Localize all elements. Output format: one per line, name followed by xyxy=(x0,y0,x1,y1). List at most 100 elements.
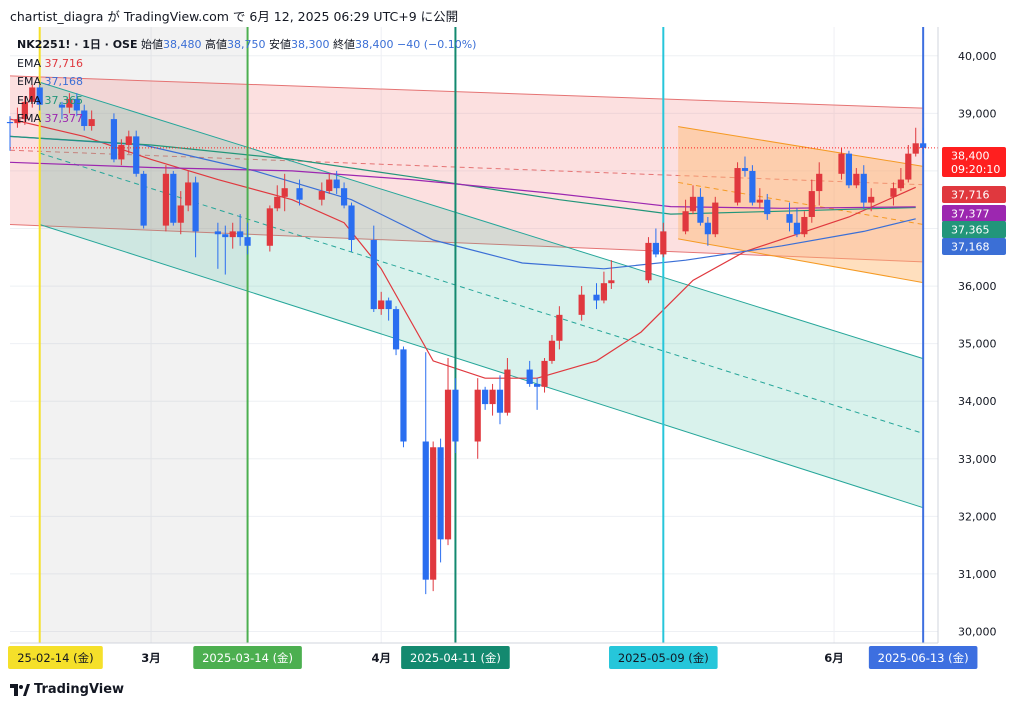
month-label: 3月 xyxy=(141,651,161,665)
price-tag-value: 37,365 xyxy=(951,224,990,237)
candle-body xyxy=(838,153,845,174)
price-tag xyxy=(942,238,1006,255)
candle-body xyxy=(534,383,541,387)
candle-body xyxy=(237,231,244,238)
y-tick-label: 39,000 xyxy=(958,107,997,120)
candle-body xyxy=(6,121,14,124)
ema-label: EMA xyxy=(17,75,41,88)
candle-body xyxy=(266,208,273,246)
open-label: 始値 xyxy=(140,38,163,51)
channel-fill-orange xyxy=(678,126,924,283)
time-axis-marker xyxy=(401,646,510,669)
high-label: 高値 xyxy=(204,38,227,51)
candle-body xyxy=(29,87,36,102)
ema-line xyxy=(9,135,916,270)
candle-body xyxy=(177,205,184,223)
price-axis: 30,000 31,000 32,000 33,000 34,000 35,000 36,0… xyxy=(937,27,997,643)
channel-mid-orange xyxy=(678,181,924,225)
candle-body xyxy=(88,119,95,127)
time-axis-marker-label: 2025-06-13 (金) xyxy=(878,651,969,665)
month-label: 6月 xyxy=(824,651,844,665)
candle-body xyxy=(370,240,377,310)
time-axis-marker-label: 2025-03-14 (金) xyxy=(202,651,293,665)
candle-body xyxy=(689,196,697,212)
ema-label: EMA xyxy=(17,56,41,70)
legend-ema-row[interactable]: EMA 37,716 xyxy=(17,55,476,74)
candle-body xyxy=(645,242,652,281)
tradingview-logo[interactable]: TradingView xyxy=(10,682,124,697)
candle-body xyxy=(422,441,429,580)
time-axis-marker xyxy=(193,646,302,669)
price-tag xyxy=(942,186,1006,203)
change-value: −40 (−0.10%) xyxy=(396,38,477,51)
price-tag-value: 37,168 xyxy=(951,241,990,254)
candle-body xyxy=(578,294,585,315)
candle-body xyxy=(229,231,236,238)
legend-ema-row[interactable]: EMA 37,365 xyxy=(17,92,476,111)
candle-body xyxy=(118,145,125,160)
grey-zone xyxy=(39,27,248,643)
tradingview-logo-icon xyxy=(10,683,30,696)
candle-body xyxy=(541,360,548,387)
open-value: 38,480 xyxy=(162,38,202,51)
candle-body xyxy=(348,205,355,241)
candle-body xyxy=(36,87,43,105)
publish-header: chartist_diagra が TradingView.com で 6月 1… xyxy=(10,9,459,24)
candle-body xyxy=(845,153,853,186)
price-tag xyxy=(942,221,1006,238)
candle-body xyxy=(192,182,199,232)
candle-body xyxy=(764,199,771,215)
close-label: 終値 xyxy=(332,38,355,51)
candle-body xyxy=(378,300,385,310)
candle-body xyxy=(704,222,711,235)
candle-body xyxy=(741,168,749,171)
candle-body xyxy=(712,202,719,235)
price-tag-value: 38,400 xyxy=(951,150,990,163)
candle-body xyxy=(697,196,704,223)
candle-body xyxy=(21,101,28,120)
candle-body xyxy=(749,170,756,203)
channel-upper-teal xyxy=(39,81,924,360)
candle-body xyxy=(222,234,229,238)
candle-body xyxy=(496,389,504,413)
candle-body xyxy=(162,173,170,226)
legend-ema-row[interactable]: EMA 37,377 xyxy=(17,110,476,129)
time-axis-marker-label: 25-02-14 (金) xyxy=(17,651,93,665)
ema-value: 37,168 xyxy=(44,75,83,88)
channel-fill-teal xyxy=(39,82,924,508)
candle-body xyxy=(801,216,808,235)
high-value: 38,750 xyxy=(226,38,266,51)
candle-body xyxy=(660,231,667,255)
time-axis: 25-02-14 (金) 3月 2025-03-14 (金) 4月 2025-04-11… xyxy=(8,642,978,669)
channel-lower-teal xyxy=(39,223,924,509)
candles xyxy=(6,84,927,595)
candle-body xyxy=(170,173,177,223)
candle-body xyxy=(274,196,281,209)
time-axis-marker xyxy=(868,646,978,669)
ema-line xyxy=(9,118,916,379)
y-tick-label: 34,000 xyxy=(958,395,997,408)
candle-body xyxy=(66,98,73,108)
candle-body xyxy=(14,119,21,124)
legend-ema-row[interactable]: EMA 37,168 xyxy=(17,73,476,92)
candle-body xyxy=(548,340,556,361)
y-tick-label: 36,000 xyxy=(958,280,997,293)
candle-body xyxy=(385,300,392,310)
candle-body xyxy=(333,179,340,189)
ema-label: EMA xyxy=(17,93,41,107)
candle-body xyxy=(437,447,444,540)
candle-body xyxy=(430,447,437,580)
time-axis-marker-label: 2025-05-09 (金) xyxy=(618,651,709,665)
candle-body xyxy=(452,389,459,442)
y-tick-label: 35,000 xyxy=(958,338,997,351)
ema-value: 37,377 xyxy=(44,112,83,125)
channel-upper-orange xyxy=(678,126,924,167)
candle-body xyxy=(860,173,867,203)
candle-body xyxy=(340,188,348,206)
chart-legend: NK2251! · 1日 · OSE 始値38,480 高値38,750 安値3… xyxy=(17,36,476,129)
candle-body xyxy=(474,389,481,442)
ema-value: 37,716 xyxy=(44,56,83,70)
candle-body xyxy=(786,214,793,223)
